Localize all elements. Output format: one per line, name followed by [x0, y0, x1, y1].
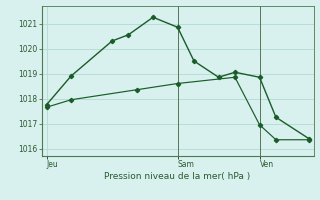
X-axis label: Pression niveau de la mer( hPa ): Pression niveau de la mer( hPa ) [104, 172, 251, 181]
